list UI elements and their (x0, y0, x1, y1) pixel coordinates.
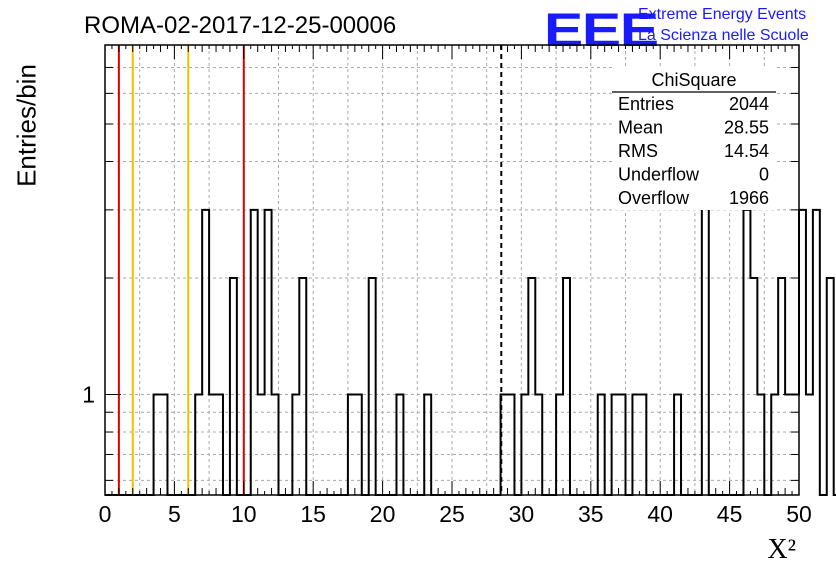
x-tick-label: 50 (786, 501, 812, 527)
x-tick-label: 25 (439, 501, 465, 527)
x-tick-label: 10 (231, 501, 257, 527)
x-tick-label: 5 (168, 501, 181, 527)
stats-row-value: 14.54 (724, 141, 769, 161)
stats-row-value: 28.55 (724, 118, 769, 138)
y-tick-label: 1 (82, 382, 95, 408)
x-tick-label: 40 (647, 501, 673, 527)
stats-row-label: RMS (618, 141, 658, 161)
stats-box-bg (612, 66, 776, 210)
x-axis-label: X² (767, 534, 796, 565)
x-tick-label: 35 (578, 501, 604, 527)
stats-row-value: 2044 (729, 94, 769, 114)
x-tick-label: 45 (717, 501, 743, 527)
stats-row-label: Mean (618, 118, 663, 138)
run-title: ROMA-02-2017-12-25-00006 (84, 12, 397, 39)
x-tick-label: 30 (509, 501, 535, 527)
stats-row-value: 1966 (729, 188, 769, 208)
x-tick-label: 0 (99, 501, 112, 527)
stats-row-label: Overflow (618, 188, 690, 208)
stats-row-label: Underflow (618, 165, 700, 185)
x-tick-label: 20 (370, 501, 396, 527)
stats-box: ChiSquare Entries 2044 Mean 28.55 RMS 14.54 Und… (612, 66, 776, 210)
stats-title: ChiSquare (651, 70, 736, 90)
logo-subtitle: Extreme Energy Events La Scienza nelle S… (638, 4, 809, 46)
logo-line-2: La Scienza nelle Scuole (638, 27, 809, 44)
logo-line-1: Extreme Energy Events (638, 6, 807, 23)
y-axis: 1 (82, 66, 799, 481)
stats-row-value: 0 (759, 165, 769, 185)
x-axis: 0 5 10 15 20 25 30 35 40 45 50 (99, 45, 812, 527)
x-tick-label: 15 (300, 501, 326, 527)
stats-row-label: Entries (618, 94, 674, 114)
